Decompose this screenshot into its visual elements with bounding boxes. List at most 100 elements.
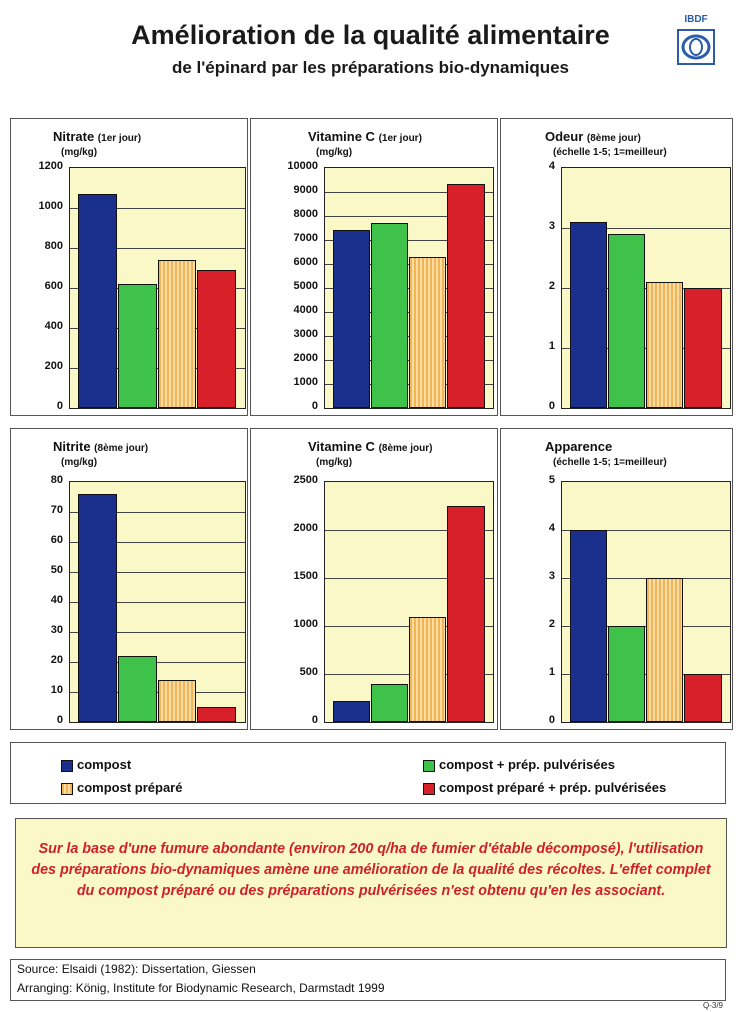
y-axis-label: (mg/kg) — [316, 457, 353, 468]
chart-title-suffix: (8ème jour) — [586, 133, 641, 144]
chart-panel: Apparence (échelle 1-5; 1=meilleur) 0 1 2 3 4… — [500, 428, 733, 730]
y-tick-label: 4 — [548, 522, 555, 534]
y-tick-label: 80 — [50, 474, 63, 486]
y-tick-label: 0 — [56, 714, 63, 726]
gridline — [325, 530, 493, 531]
chart-title-suffix: (8ème jour) — [94, 443, 149, 454]
bar-compost-prepare — [409, 256, 447, 408]
chart-panel: Vitamine C (8ème jour) (mg/kg) 0 500 1000 150… — [250, 428, 498, 730]
bar-compost-prepare-prep-pulv — [684, 674, 722, 722]
bar-compost-prep-pulv — [370, 683, 409, 722]
bar-compost-prepare-prep-pulv — [447, 506, 485, 722]
chart-title: Nitrite (8ème jour) — [53, 439, 148, 454]
legend-label: compost préparé — [77, 780, 183, 795]
gridline — [70, 512, 245, 513]
bar-compost-prepare — [646, 282, 684, 408]
y-tick-label: 1000 — [293, 376, 318, 388]
ibdf-logo: IBDF — [674, 14, 718, 84]
legend-item-compost-prepare-prep-pulv: compost préparé + prép. pulvérisées — [423, 780, 666, 795]
y-tick-label: 70 — [50, 504, 63, 516]
chart-panel: Odeur (8ème jour) (échelle 1-5; 1=meilleu… — [500, 118, 733, 416]
bar-compost-prepare — [646, 578, 684, 722]
plot-area — [561, 481, 731, 723]
y-tick-label: 0 — [548, 714, 555, 726]
gridline — [325, 578, 493, 579]
y-tick-label: 4 — [548, 160, 555, 172]
chart-title-suffix: (1er jour) — [97, 133, 142, 144]
y-tick-label: 30 — [50, 624, 63, 636]
y-tick-label: 2 — [548, 280, 555, 292]
bar-compost — [77, 494, 117, 722]
y-tick-label: 20 — [50, 654, 63, 666]
chart-panel: Nitrate (1er jour) (mg/kg) 0 200 400 600 800 10… — [10, 118, 248, 416]
y-axis-label: (mg/kg) — [61, 147, 98, 158]
y-tick-label: 1200 — [38, 160, 63, 172]
legend-label: compost — [77, 757, 132, 772]
gridline — [70, 572, 245, 573]
logo-text: IBDF — [684, 14, 708, 25]
bar-compost-prepare-prep-pulv — [197, 707, 237, 722]
gridline — [70, 208, 245, 209]
gridline — [70, 248, 245, 249]
chart-panel: Vitamine C (1er jour) (mg/kg) 0 1000 2000 300… — [250, 118, 498, 416]
y-tick-label: 0 — [56, 400, 63, 412]
y-tick-label: 60 — [50, 534, 63, 546]
y-tick-label: 2000 — [293, 352, 318, 364]
chart-title-main: Vitamine C — [308, 129, 379, 144]
bar-compost-prepare — [409, 617, 447, 722]
bar-compost — [332, 700, 371, 722]
plot-area — [69, 167, 246, 409]
legend: compost compost + prép. pulvérisées comp… — [10, 742, 726, 804]
y-tick-label: 1500 — [293, 570, 318, 582]
legend-swatch — [423, 782, 435, 795]
bar-compost — [569, 530, 608, 722]
chart-title-main: Odeur — [545, 129, 587, 144]
chart-panel: Nitrite (8ème jour) (mg/kg) 0 10 20 30 40 50 60 7… — [10, 428, 248, 730]
chart-title-suffix: (1er jour) — [378, 133, 422, 144]
y-tick-label: 9000 — [293, 184, 318, 196]
legend-item-compost: compost — [61, 757, 131, 772]
plot-area — [561, 167, 731, 409]
bar-compost-prepare-prep-pulv — [197, 270, 237, 408]
bar-compost-prep-pulv — [117, 284, 157, 408]
y-tick-label: 3 — [548, 220, 555, 232]
bar-compost — [332, 230, 371, 408]
y-tick-label: 3 — [548, 570, 555, 582]
y-tick-label: 3000 — [293, 328, 318, 340]
bar-compost-prep-pulv — [117, 656, 157, 722]
bar-compost-prep-pulv — [370, 223, 409, 408]
y-axis-label: (échelle 1-5; 1=meilleur) — [553, 147, 667, 158]
y-tick-label: 1000 — [38, 200, 63, 212]
legend-item-compost-prepare: compost préparé — [61, 780, 182, 795]
y-tick-label: 7000 — [293, 232, 318, 244]
y-tick-label: 5 — [548, 474, 555, 486]
arranging-line: Arranging: König, Institute for Biodynam… — [17, 981, 385, 995]
y-tick-label: 4000 — [293, 304, 318, 316]
y-tick-label: 8000 — [293, 208, 318, 220]
source-box: Source: Elsaidi (1982): Dissertation, Gi… — [10, 959, 726, 1001]
gridline — [562, 228, 730, 229]
bar-compost-prepare-prep-pulv — [684, 288, 722, 408]
chart-title-main: Apparence — [545, 439, 613, 454]
legend-swatch — [61, 782, 73, 795]
gridline — [70, 602, 245, 603]
y-tick-label: 1 — [548, 340, 555, 352]
gridline — [325, 240, 493, 241]
chart-title: Odeur (8ème jour) — [545, 129, 641, 144]
page-title: Amélioration de la qualité alimentaire — [131, 20, 610, 50]
y-tick-label: 0 — [548, 400, 555, 412]
plot-area — [324, 167, 494, 409]
y-tick-label: 50 — [50, 564, 63, 576]
bar-compost — [569, 222, 608, 408]
plot-area — [69, 481, 246, 723]
bar-compost-prepare — [157, 260, 197, 408]
y-axis-label: (échelle 1-5; 1=meilleur) — [553, 457, 667, 468]
bar-compost — [77, 194, 117, 408]
slide-ref: Q-3/9 — [703, 1001, 724, 1010]
y-tick-label: 2000 — [293, 522, 318, 534]
conclusion-note: Sur la base d'une fumure abondante (envi… — [15, 818, 727, 948]
y-tick-label: 2 — [548, 618, 555, 630]
chart-title-suffix: (8ème jour) — [378, 443, 433, 454]
legend-swatch — [423, 759, 435, 772]
chart-title-main: Vitamine C — [308, 439, 379, 454]
